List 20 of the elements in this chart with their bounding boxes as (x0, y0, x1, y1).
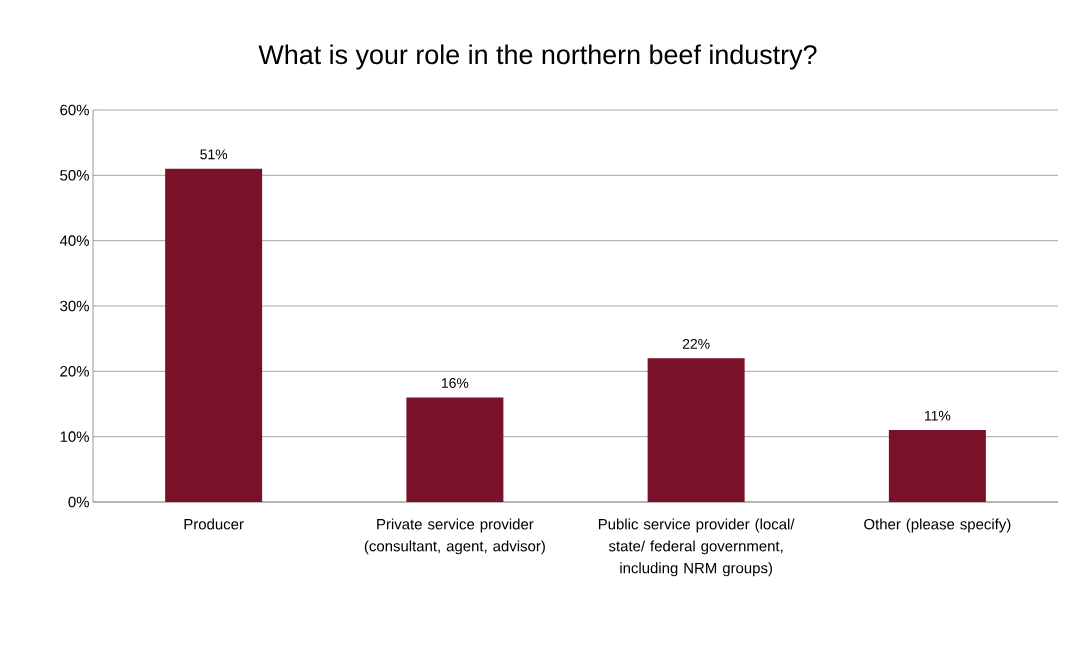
y-tick-label: 50% (60, 170, 89, 181)
data-label: 22% (682, 338, 710, 349)
x-tick-label: Private service provider (consultant, agent, advisor) (364, 518, 545, 555)
x-tick-label: Producer (184, 518, 244, 530)
bar (647, 358, 745, 502)
y-tick-label: 0% (68, 496, 89, 508)
bar (888, 430, 986, 502)
y-tick-label: 30% (60, 300, 89, 312)
data-label: 16% (441, 378, 469, 388)
y-tick-label: 60% (60, 104, 89, 116)
data-label: 51% (200, 149, 228, 160)
x-tick-label: Public service provider (local/ state/ federal government, including NRM groups) (598, 518, 795, 577)
bar (406, 397, 504, 502)
y-tick-label: 20% (60, 366, 89, 377)
chart-title: What is your role in the northern beef industry? (258, 44, 817, 70)
y-tick-label: 10% (60, 431, 89, 442)
bar (165, 168, 263, 502)
data-label: 11% (925, 410, 951, 421)
y-tick-label: 40% (59, 235, 89, 246)
x-tick-label: Other (please specify) (864, 518, 1011, 533)
